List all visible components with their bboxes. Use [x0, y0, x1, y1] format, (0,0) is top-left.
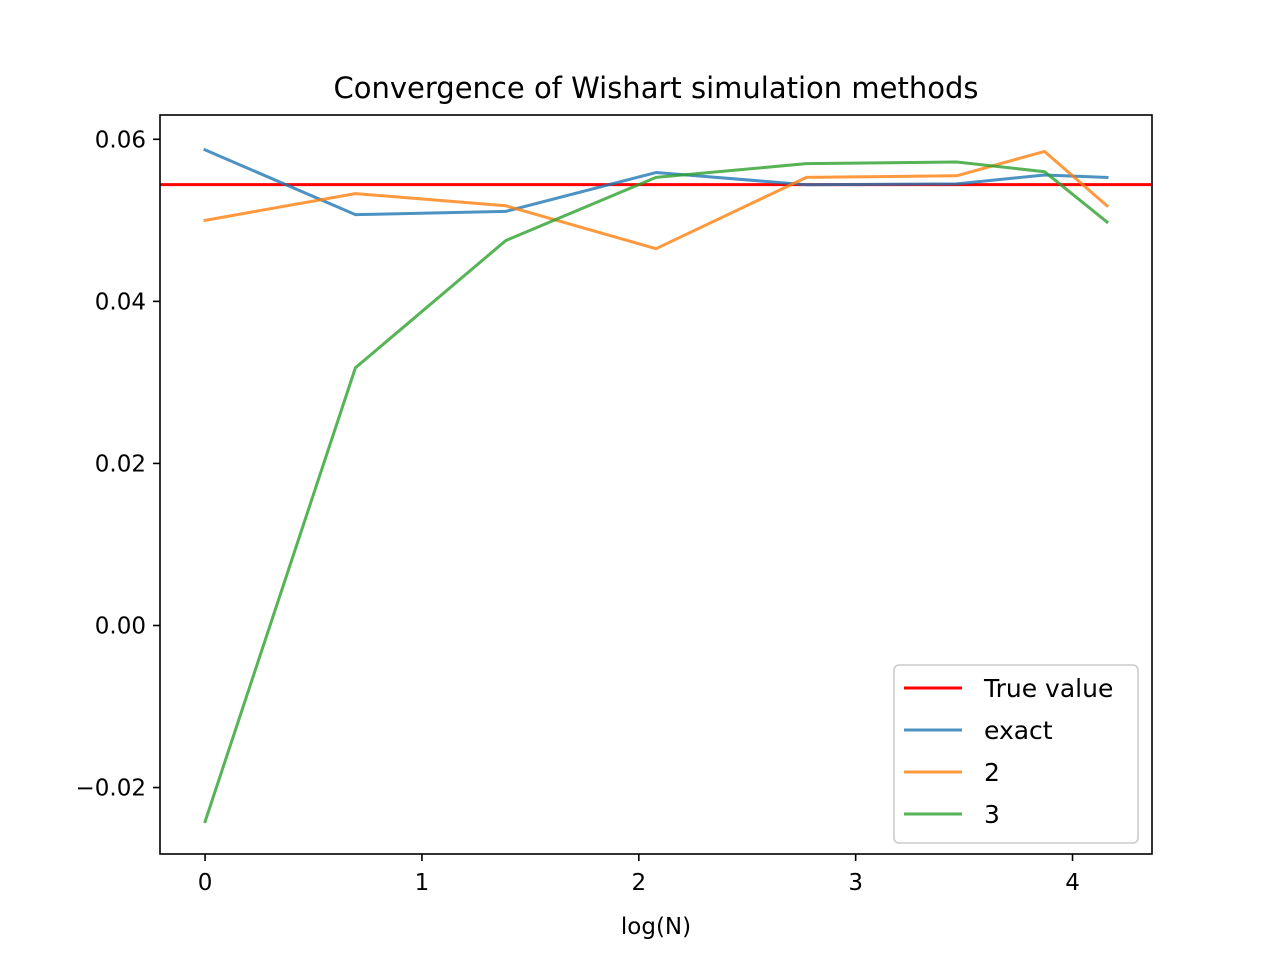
y-tick-label: 0.00 — [95, 613, 146, 639]
legend-box — [893, 664, 1139, 844]
x-tick-label: 0 — [198, 870, 213, 896]
y-tick-label: 0.06 — [95, 127, 146, 153]
chart-title: Convergence of Wishart simulation method… — [334, 71, 979, 105]
legend-label: 3 — [984, 800, 1000, 829]
y-tick-label: 0.04 — [95, 289, 146, 315]
series-line-3 — [203, 160, 1110, 824]
x-tick-label: 3 — [848, 870, 863, 896]
series-line-exact — [203, 147, 1109, 217]
legend-label: True value — [983, 674, 1113, 703]
y-tick-label: 0.02 — [95, 451, 146, 477]
plot-lines — [160, 147, 1152, 824]
legend-label: 2 — [984, 758, 1000, 787]
legend: True value exact 2 3 — [893, 664, 1139, 844]
x-tick-label: 1 — [415, 870, 430, 896]
y-axis: −0.02 0.00 0.02 0.04 0.06 — [76, 127, 160, 802]
x-axis-label: log(N) — [621, 914, 691, 940]
x-axis: 0 1 2 3 4 — [198, 854, 1080, 896]
legend-label: exact — [984, 716, 1053, 745]
x-tick-label: 4 — [1065, 870, 1080, 896]
plot-frame — [159, 114, 1153, 855]
series-line-2 — [203, 149, 1110, 251]
y-tick-label: −0.02 — [76, 776, 146, 802]
x-tick-label: 2 — [631, 870, 646, 896]
